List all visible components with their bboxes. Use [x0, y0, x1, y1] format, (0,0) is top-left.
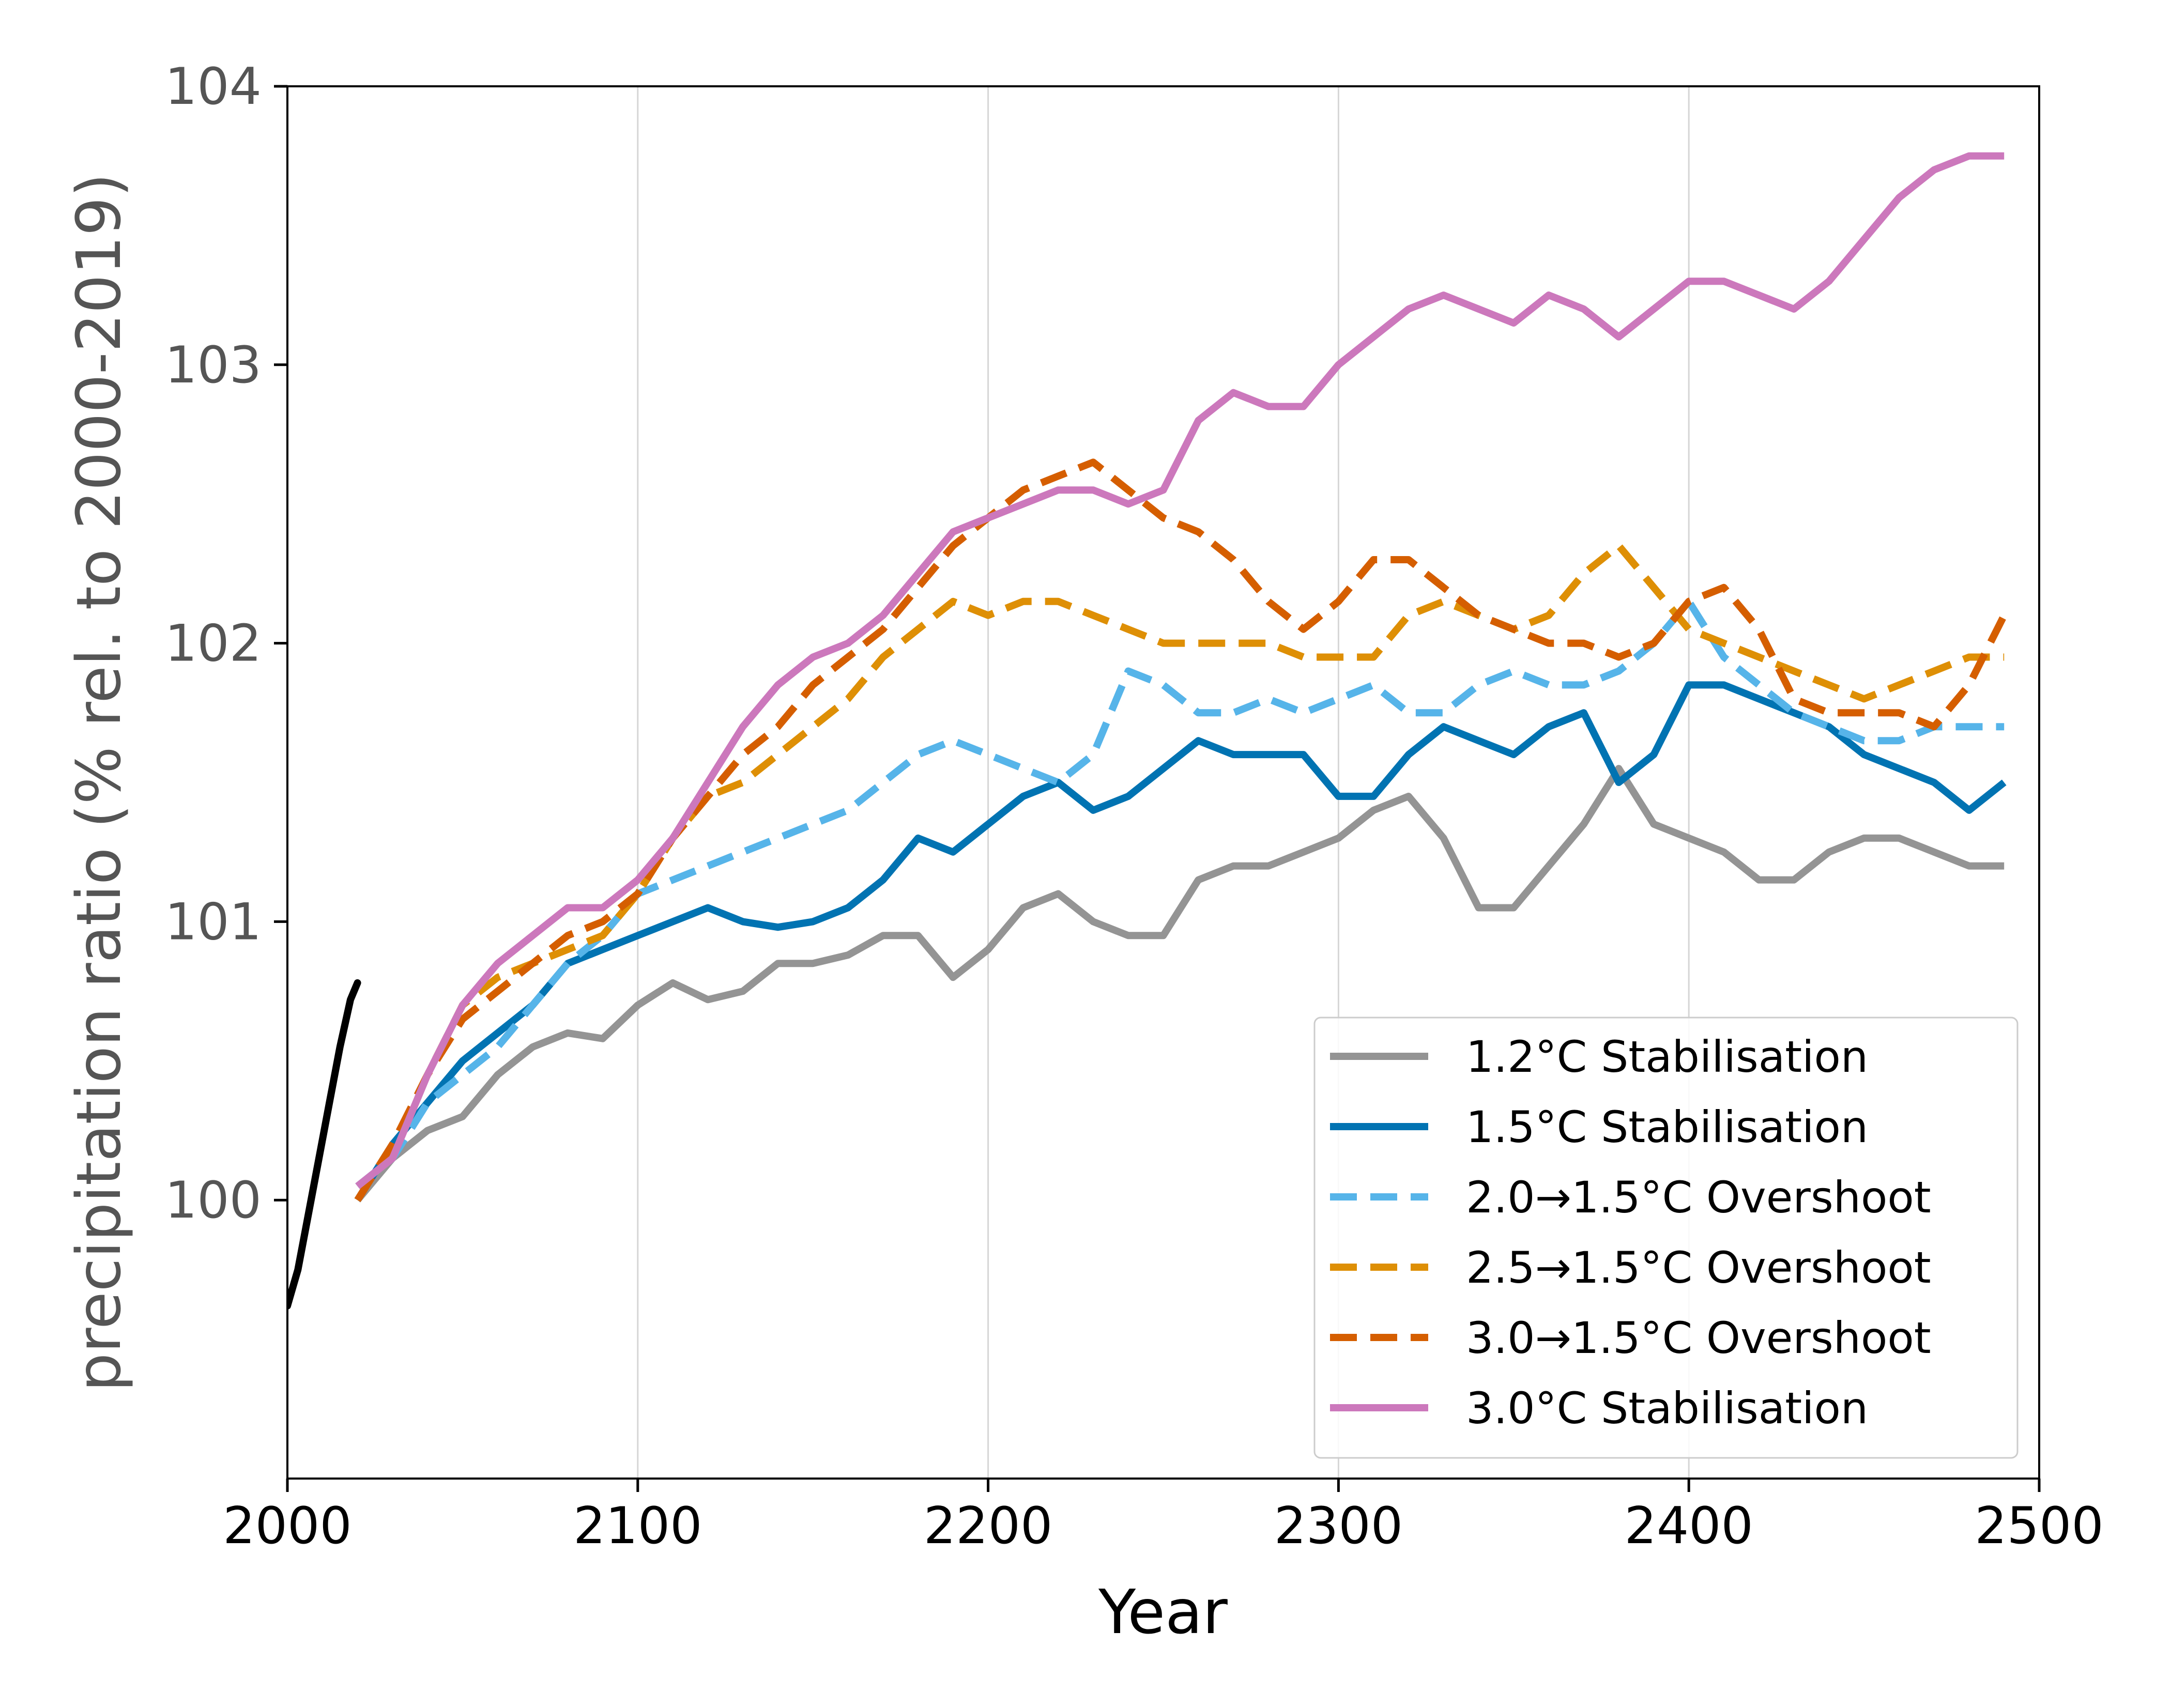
- legend-label-2: 1.5°C Stabilisation: [1466, 1102, 1868, 1152]
- legend-label-6: 3.0°C Stabilisation: [1466, 1383, 1868, 1434]
- series-line-1: [355, 765, 2005, 1203]
- x-tick-label: 2200: [924, 1497, 1052, 1556]
- y-tick-label: 100: [165, 1171, 262, 1230]
- legend-label-5: 3.0→1.5°C Overshoot: [1466, 1313, 1931, 1363]
- series-line-3: [355, 597, 2005, 1189]
- x-tick-label: 2500: [1975, 1497, 2103, 1556]
- y-tick-label: 101: [165, 893, 262, 951]
- plot-frame: [286, 85, 2040, 1480]
- x-tick-label: 2100: [573, 1497, 702, 1556]
- historical-line: [287, 979, 361, 1310]
- x-axis-label: Year: [1098, 1576, 1228, 1648]
- series-layer: [287, 152, 2008, 1310]
- x-tick-label: 2300: [1274, 1497, 1403, 1556]
- legend-label-4: 2.5→1.5°C Overshoot: [1466, 1242, 1931, 1293]
- y-tick-label: 103: [165, 336, 262, 395]
- series-line-2: [354, 681, 2007, 1202]
- x-tick-label: 2000: [223, 1497, 351, 1556]
- x-tick-label: 2400: [1624, 1497, 1753, 1556]
- y-tick-label: 104: [165, 57, 262, 116]
- legend-box: [1313, 1017, 2019, 1459]
- legend: 1.2°C Stabilisation 1.5°C Stabilisation 2.…: [1313, 1017, 2019, 1459]
- y-axis-label: precipitation ratio (% rel. to 2000-2019…: [63, 173, 134, 1392]
- series-line-5: [354, 458, 2008, 1202]
- legend-label-1: 1.2°C Stabilisation: [1466, 1032, 1868, 1082]
- series-line-6: [355, 152, 2005, 1189]
- legend-label-3: 2.0→1.5°C Overshoot: [1466, 1172, 1931, 1223]
- axis-ticks: 2000 2100 2200 2300 2400 2500 100 101 102 103 104: [165, 57, 2104, 1556]
- y-tick-label: 102: [165, 614, 262, 673]
